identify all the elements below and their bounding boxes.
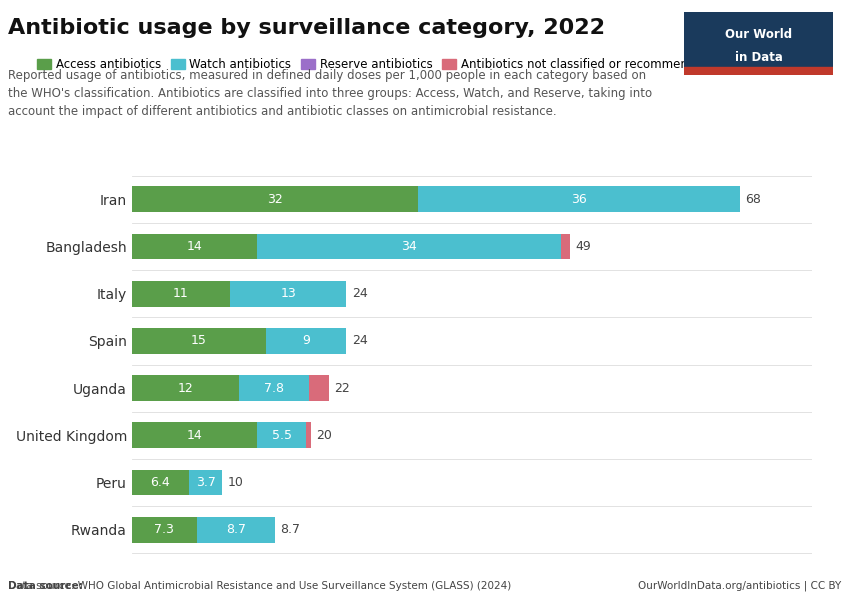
Text: 8.7: 8.7 <box>226 523 246 536</box>
Bar <box>132 328 266 354</box>
Text: Antibiotic usage by surveillance category, 2022: Antibiotic usage by surveillance categor… <box>8 18 605 38</box>
Text: 15: 15 <box>191 334 207 347</box>
Bar <box>230 281 347 307</box>
Text: 24: 24 <box>352 287 367 300</box>
Bar <box>309 375 329 401</box>
Legend: Access antibiotics, Watch antibiotics, Reserve antibiotics, Antibiotics not clas: Access antibiotics, Watch antibiotics, R… <box>32 53 715 76</box>
Bar <box>132 233 257 259</box>
Bar <box>257 233 561 259</box>
Text: in Data: in Data <box>734 51 783 64</box>
Text: 10: 10 <box>228 476 243 489</box>
Text: 8.7: 8.7 <box>280 523 300 536</box>
Text: Reported usage of antibiotics, measured in defined daily doses per 1,000 people : Reported usage of antibiotics, measured … <box>8 69 653 118</box>
Text: 7.3: 7.3 <box>155 523 174 536</box>
Bar <box>132 281 230 307</box>
Text: 68: 68 <box>745 193 762 206</box>
Bar <box>132 517 197 542</box>
Text: 13: 13 <box>280 287 296 300</box>
Text: 11: 11 <box>173 287 189 300</box>
Bar <box>189 470 222 496</box>
Text: 49: 49 <box>575 240 592 253</box>
Text: 7.8: 7.8 <box>264 382 284 395</box>
Bar <box>197 517 275 542</box>
Bar <box>306 422 311 448</box>
Text: Our World: Our World <box>725 28 792 41</box>
FancyBboxPatch shape <box>684 67 833 75</box>
Text: 34: 34 <box>401 240 417 253</box>
Bar <box>132 187 418 212</box>
Text: 14: 14 <box>186 240 202 253</box>
Text: Data source: WHO Global Antimicrobial Resistance and Use Surveillance System (GL: Data source: WHO Global Antimicrobial Re… <box>8 581 512 591</box>
Text: Data source:: Data source: <box>8 581 83 591</box>
Text: 20: 20 <box>316 429 332 442</box>
Text: 36: 36 <box>571 193 587 206</box>
Text: 12: 12 <box>178 382 193 395</box>
Bar <box>132 422 257 448</box>
Text: OurWorldInData.org/antibiotics | CC BY: OurWorldInData.org/antibiotics | CC BY <box>638 581 842 591</box>
Text: 32: 32 <box>267 193 283 206</box>
Text: 9: 9 <box>303 334 310 347</box>
Text: 3.7: 3.7 <box>196 476 216 489</box>
Text: 24: 24 <box>352 334 367 347</box>
Text: 22: 22 <box>334 382 349 395</box>
Bar <box>132 470 189 496</box>
Text: 14: 14 <box>186 429 202 442</box>
Bar <box>266 328 347 354</box>
Bar <box>239 375 309 401</box>
Text: 6.4: 6.4 <box>150 476 170 489</box>
Bar <box>257 422 306 448</box>
Text: 5.5: 5.5 <box>272 429 292 442</box>
Bar <box>418 187 740 212</box>
Bar <box>132 375 239 401</box>
Bar <box>561 233 570 259</box>
